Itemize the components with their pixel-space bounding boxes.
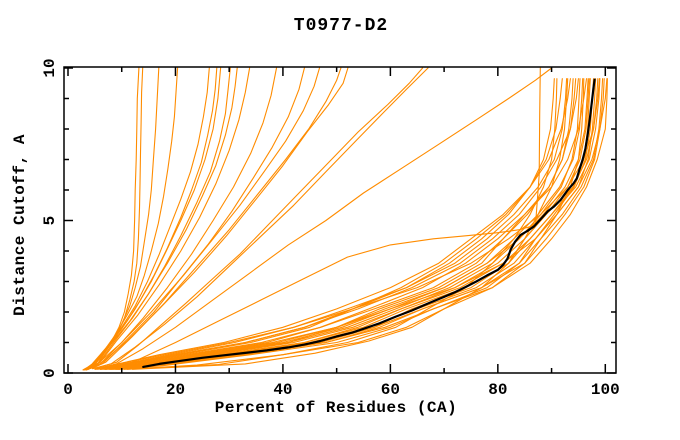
- y-tick-label: 5: [41, 216, 59, 226]
- x-tick-label: 60: [381, 381, 400, 399]
- model-curve: [97, 78, 568, 370]
- x-tick-label: 20: [166, 381, 185, 399]
- model-curve: [82, 67, 210, 371]
- model-curve: [99, 78, 555, 370]
- tick-labels-layer: 0 20 40 60 80 100 0 5 10: [41, 58, 620, 399]
- model-curve: [85, 67, 218, 371]
- best-model-curve: [142, 78, 596, 368]
- model-curve: [110, 78, 588, 370]
- model-curve: [131, 78, 569, 370]
- y-axis-label: Distance Cutoff, A: [11, 134, 29, 316]
- model-curve: [83, 67, 140, 371]
- x-tick-label: 80: [488, 381, 507, 399]
- model-curve: [92, 67, 429, 370]
- model-curve: [95, 78, 600, 370]
- chart-title: T0977-D2: [294, 16, 388, 36]
- model-curve: [121, 78, 597, 370]
- y-tick-label: 0: [41, 368, 59, 378]
- x-tick-label: 100: [591, 381, 620, 399]
- model-curve: [97, 67, 553, 369]
- model-curve: [115, 78, 591, 370]
- model-curve: [104, 78, 589, 370]
- model-curve: [87, 67, 251, 370]
- model-curve: [86, 67, 321, 370]
- x-tick-label: 40: [273, 381, 292, 399]
- model-curve: [102, 78, 563, 370]
- model-curve: [83, 67, 222, 371]
- model-curve: [100, 78, 574, 370]
- model-curve: [87, 67, 349, 370]
- model-curve: [83, 67, 238, 371]
- model-curve: [108, 78, 599, 370]
- model-curve: [86, 67, 231, 370]
- model-curve: [90, 67, 305, 369]
- y-tick-label: 10: [41, 58, 59, 77]
- x-tick-label: 0: [63, 381, 73, 399]
- model-curve: [109, 78, 581, 370]
- model-curve: [94, 78, 571, 370]
- x-axis-label: Percent of Residues (CA): [215, 399, 457, 417]
- model-curve: [88, 67, 278, 369]
- model-curve: [111, 78, 590, 370]
- ticks-layer: [64, 67, 616, 374]
- model-curve: [103, 78, 577, 370]
- curves-layer: [82, 67, 608, 371]
